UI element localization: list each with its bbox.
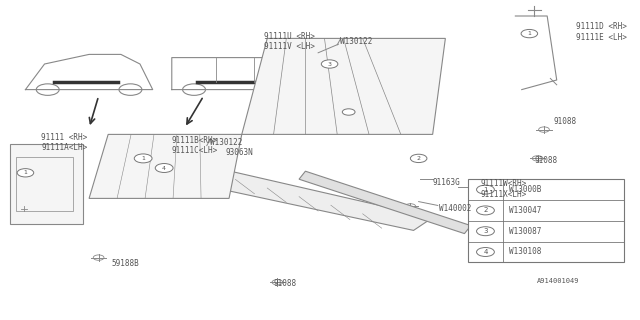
Bar xyxy=(16,157,73,211)
Text: 91088: 91088 xyxy=(554,117,577,126)
Polygon shape xyxy=(89,134,242,198)
Circle shape xyxy=(182,84,205,95)
Text: 91088: 91088 xyxy=(534,156,557,164)
Text: W13000B: W13000B xyxy=(509,185,541,194)
Text: W140002: W140002 xyxy=(439,204,472,212)
Text: 91111D <RH>
91111E <LH>: 91111D <RH> 91111E <LH> xyxy=(576,22,627,42)
Circle shape xyxy=(134,154,152,163)
Text: 2: 2 xyxy=(417,156,420,161)
Text: W130108: W130108 xyxy=(509,247,541,257)
Circle shape xyxy=(410,154,427,163)
Polygon shape xyxy=(299,171,471,234)
Text: 1: 1 xyxy=(24,170,28,175)
Text: 1: 1 xyxy=(483,187,488,193)
Polygon shape xyxy=(242,38,445,134)
Text: 91111 <RH>
91111A<LH>: 91111 <RH> 91111A<LH> xyxy=(42,133,88,152)
Text: 91111B<RH>
91111C<LH>: 91111B<RH> 91111C<LH> xyxy=(172,136,218,155)
Text: 91111U <RH>
91111V <LH>: 91111U <RH> 91111V <LH> xyxy=(264,32,315,51)
Text: W130122: W130122 xyxy=(210,138,243,147)
Text: 4: 4 xyxy=(162,165,166,171)
Circle shape xyxy=(17,169,34,177)
Circle shape xyxy=(321,60,338,68)
Circle shape xyxy=(477,185,494,194)
Text: W130122: W130122 xyxy=(340,37,372,46)
Text: 91163G: 91163G xyxy=(433,178,460,187)
Text: 3: 3 xyxy=(328,61,332,67)
Circle shape xyxy=(477,227,494,236)
Text: 91111W<RH>
91111X<LH>: 91111W<RH> 91111X<LH> xyxy=(481,179,527,198)
Text: W130047: W130047 xyxy=(509,206,541,215)
Circle shape xyxy=(342,109,355,115)
Circle shape xyxy=(119,84,142,95)
Text: 2: 2 xyxy=(483,207,488,213)
Text: 91088: 91088 xyxy=(273,279,297,288)
Circle shape xyxy=(477,248,494,257)
Text: 1: 1 xyxy=(141,156,145,161)
Text: 3: 3 xyxy=(483,228,488,234)
Circle shape xyxy=(156,164,173,172)
Text: 4: 4 xyxy=(483,249,488,255)
Circle shape xyxy=(477,206,494,215)
FancyBboxPatch shape xyxy=(468,179,623,262)
Text: W130087: W130087 xyxy=(509,227,541,236)
Polygon shape xyxy=(115,150,433,230)
Text: 59188B: 59188B xyxy=(111,260,139,268)
Circle shape xyxy=(259,84,282,95)
Polygon shape xyxy=(10,144,83,224)
Text: A914001049: A914001049 xyxy=(537,278,580,284)
Text: 1: 1 xyxy=(527,31,531,36)
Text: 93063N: 93063N xyxy=(226,148,253,156)
Circle shape xyxy=(521,29,538,38)
Circle shape xyxy=(36,84,59,95)
